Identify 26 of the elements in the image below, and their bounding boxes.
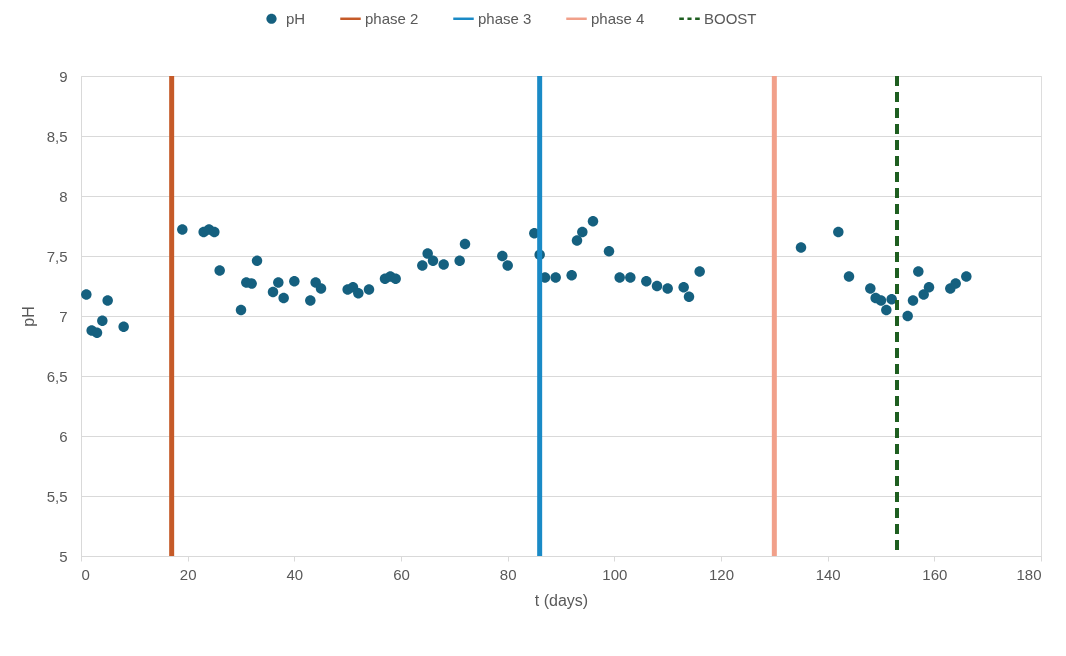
x-tick-label: 80 xyxy=(499,565,517,583)
legend-label: phase 4 xyxy=(591,9,645,27)
x-tick-label: 140 xyxy=(815,565,841,583)
x-tick-label: 180 xyxy=(1016,565,1042,583)
y-tick-label: 6 xyxy=(59,427,68,445)
y-tick-label: 9 xyxy=(59,67,68,85)
x-tick-label: 0 xyxy=(81,565,90,583)
legend-label: BOOST xyxy=(704,9,757,27)
y-tick-label: 6,5 xyxy=(46,367,68,385)
x-tick-label: 160 xyxy=(922,565,948,583)
y-tick-label: 8,5 xyxy=(46,127,68,145)
x-tick-label: 100 xyxy=(602,565,628,583)
x-axis-title: t (days) xyxy=(534,591,589,609)
x-tick-label: 20 xyxy=(179,565,197,583)
x-tick-label: 120 xyxy=(708,565,735,583)
y-tick-label: 7,5 xyxy=(46,247,68,265)
y-tick-label: 8 xyxy=(59,187,68,205)
legend-label: pH xyxy=(286,9,306,27)
y-tick-label: 7 xyxy=(59,307,68,325)
legend-label: phase 2 xyxy=(365,9,419,27)
y-tick-label: 5,5 xyxy=(46,487,68,505)
y-tick-label: 5 xyxy=(59,547,68,565)
legend-label: phase 3 xyxy=(478,9,532,27)
x-tick-label: 40 xyxy=(286,565,304,583)
y-axis-title: pH xyxy=(19,306,37,327)
x-tick-label: 60 xyxy=(393,565,410,583)
